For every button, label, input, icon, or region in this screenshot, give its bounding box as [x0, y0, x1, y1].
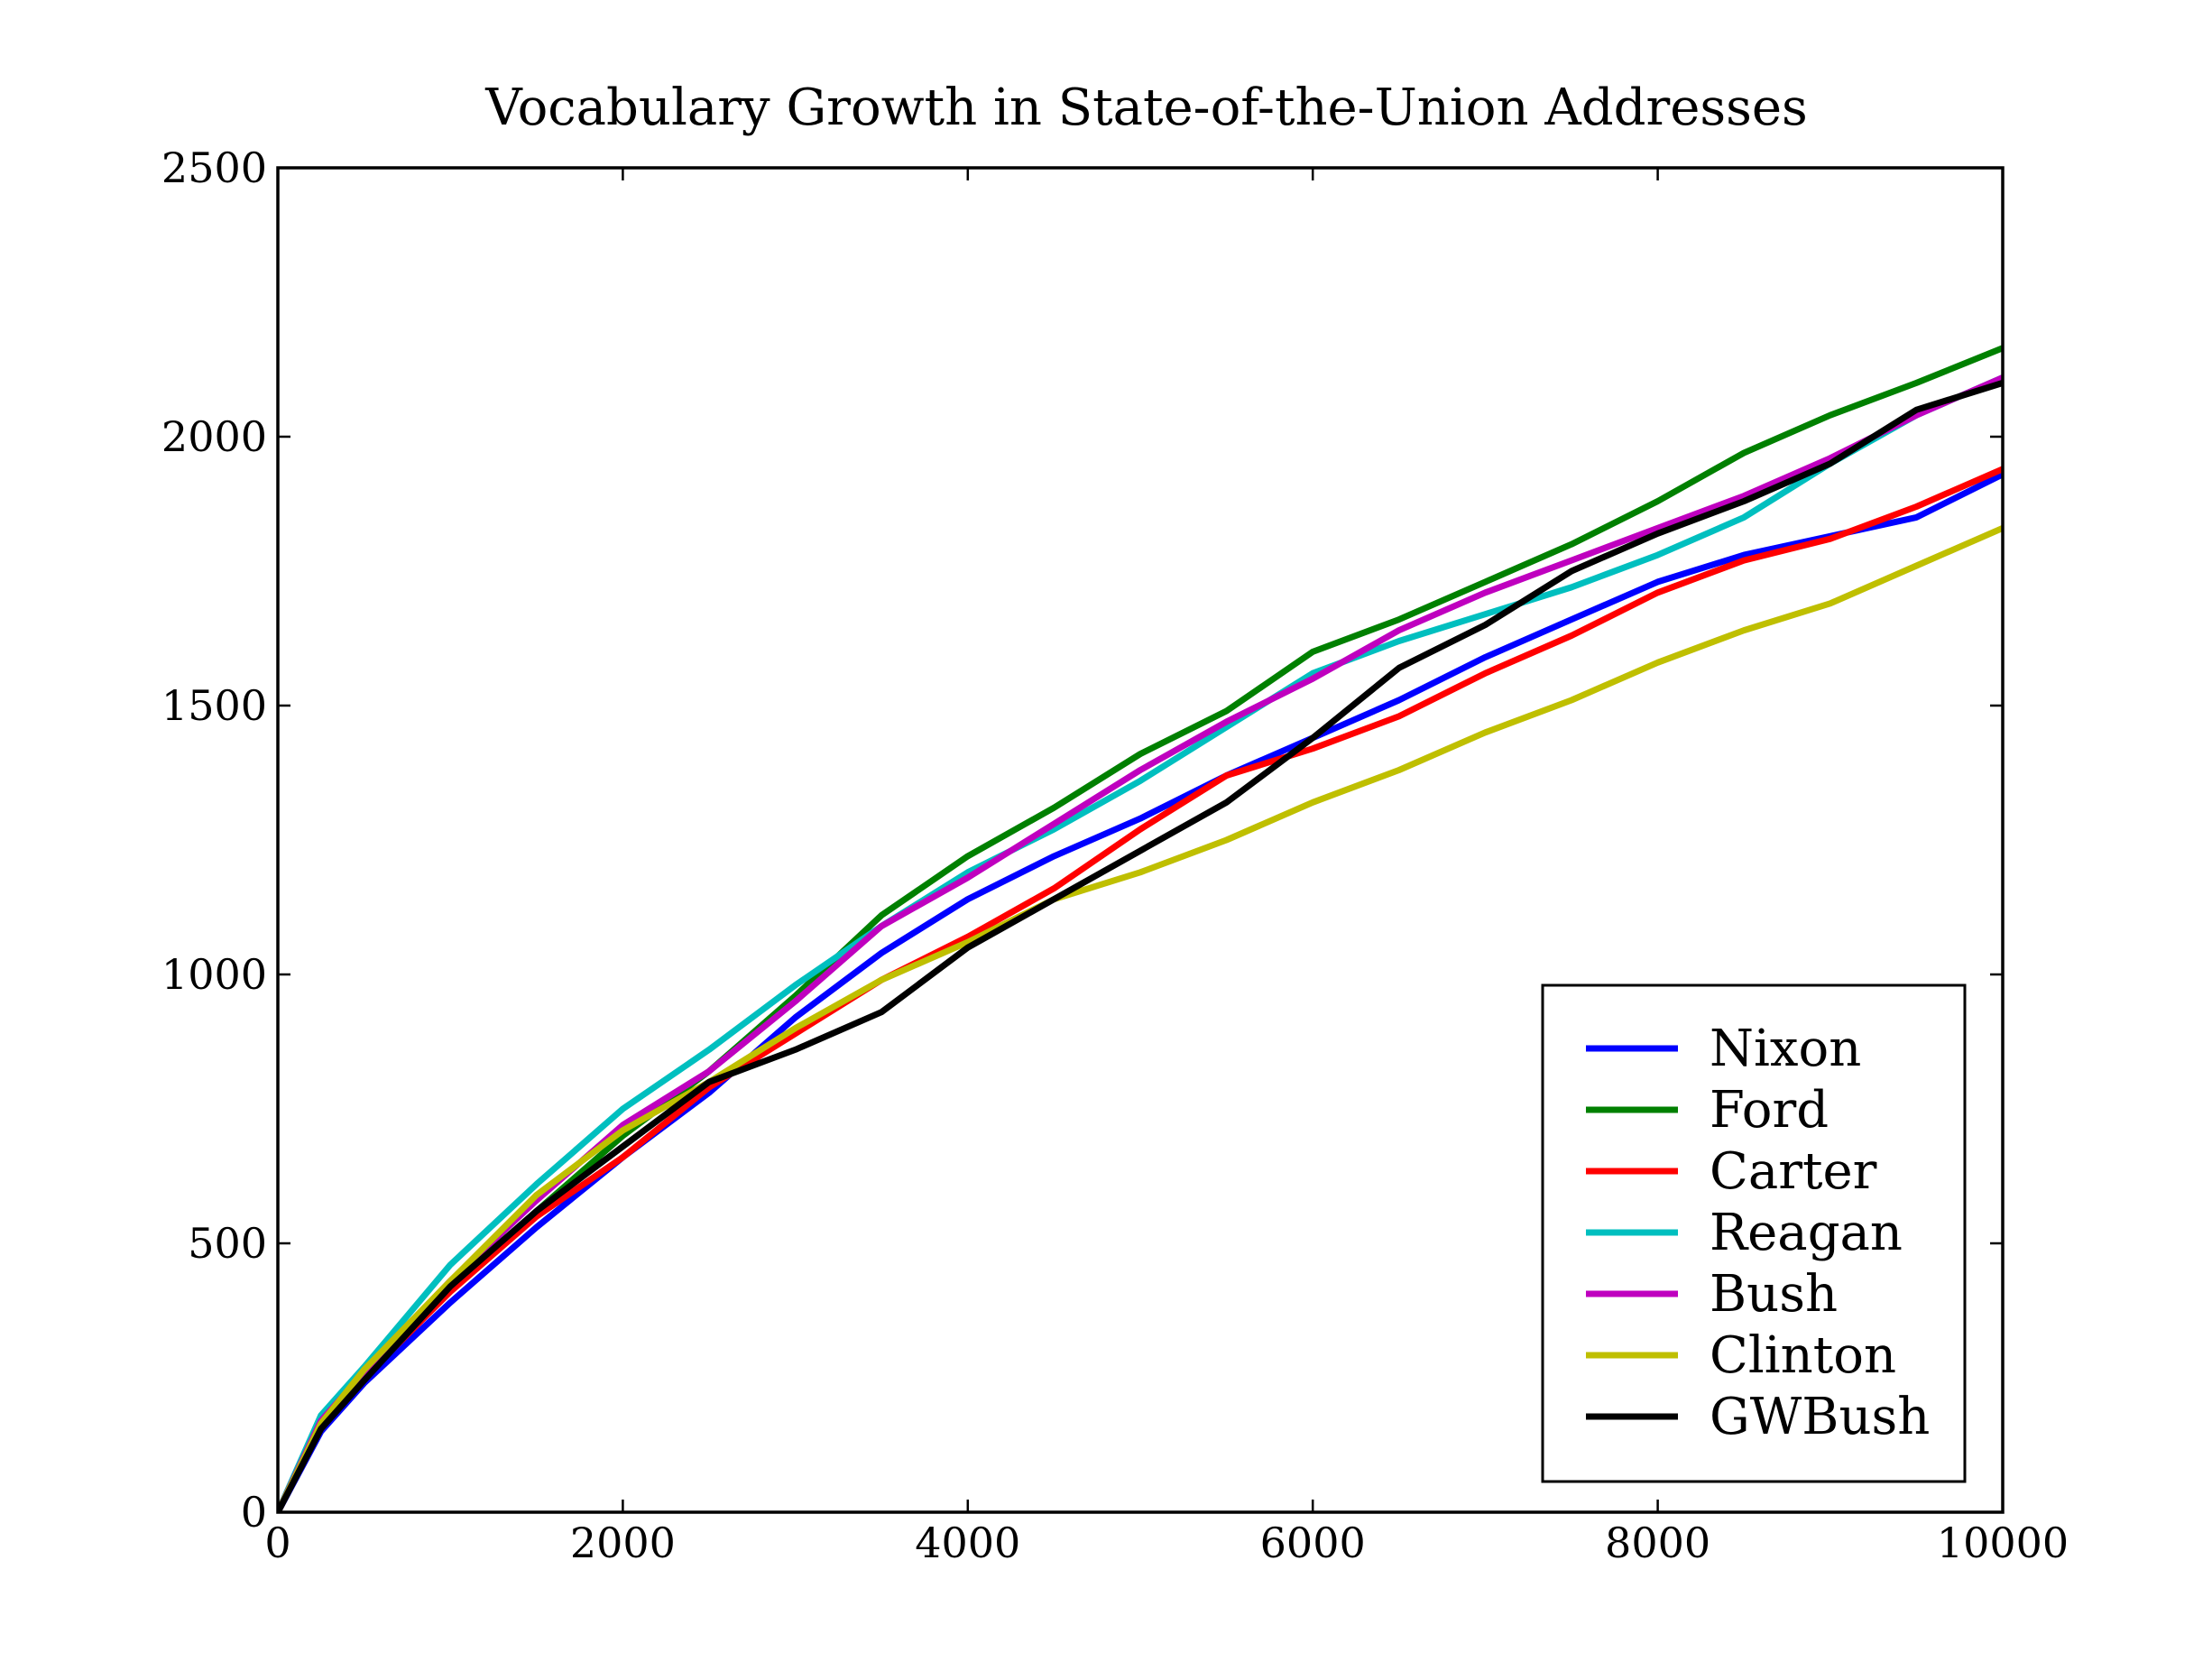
legend-label-clinton: Clinton — [1710, 1326, 1896, 1385]
series-line-reagan — [278, 374, 2003, 1512]
y-tick-label: 2000 — [161, 412, 267, 461]
y-tick-label: 1500 — [161, 681, 267, 730]
legend-label-reagan: Reagan — [1710, 1204, 1903, 1262]
series-line-gwbush — [278, 379, 2003, 1512]
legend-label-bush: Bush — [1710, 1265, 1838, 1324]
legend-label-ford: Ford — [1710, 1081, 1829, 1140]
y-tick-label: 500 — [188, 1219, 267, 1268]
series-line-clinton — [278, 524, 2003, 1512]
series-line-nixon — [278, 471, 2003, 1512]
y-tick-label: 2500 — [161, 143, 267, 192]
y-tick-label: 1000 — [161, 950, 267, 999]
chart-title: Vocabulary Growth in State-of-the-Union … — [484, 78, 1807, 137]
axes-frame — [276, 166, 2005, 1514]
x-tick-label: 6000 — [1260, 1519, 1366, 1567]
plot-area: 0 2000 4000 6000 8000 10000 0 500 1000 1500 2000 25… — [161, 143, 2069, 1567]
x-tick-label: 2000 — [570, 1519, 676, 1567]
x-tick-label: 8000 — [1605, 1519, 1710, 1567]
ticks-layer: 0 2000 4000 6000 8000 10000 0 500 1000 1500 2000 25… — [161, 143, 2069, 1567]
x-tick-label: 10000 — [1937, 1519, 2069, 1567]
legend-label-gwbush: GWBush — [1710, 1388, 1930, 1446]
series-line-carter — [278, 466, 2003, 1512]
y-tick-label: 0 — [241, 1488, 267, 1537]
legend-label-nixon: Nixon — [1710, 1020, 1861, 1078]
series-layer — [278, 345, 2003, 1512]
x-tick-label: 4000 — [915, 1519, 1020, 1567]
x-tick-label: 0 — [264, 1519, 290, 1567]
legend-label-carter: Carter — [1710, 1142, 1877, 1201]
